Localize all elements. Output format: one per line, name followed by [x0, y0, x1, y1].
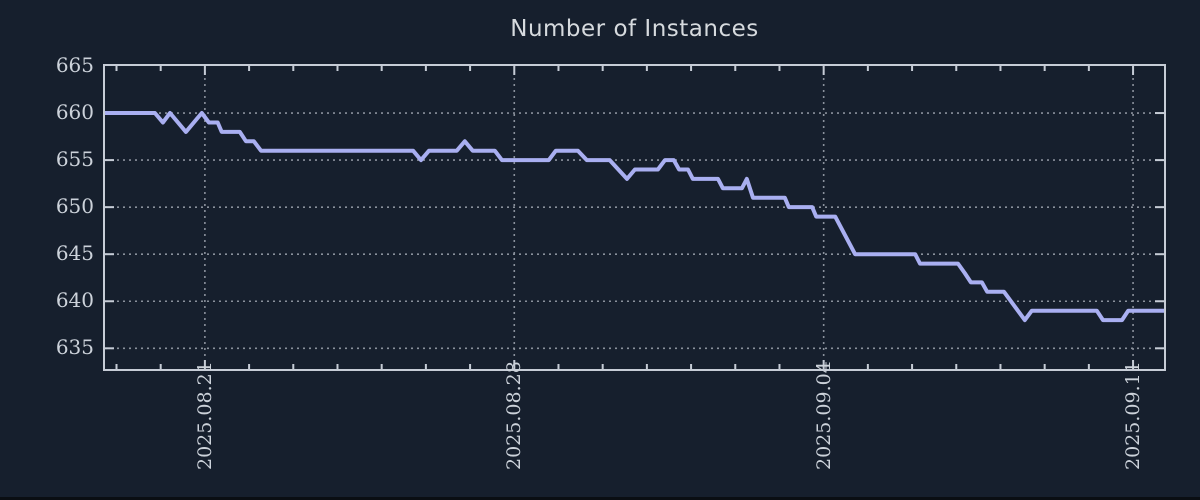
- y-tick-label-655: 655: [55, 147, 94, 172]
- y-tick-label-645: 645: [55, 241, 94, 266]
- x-tick-label-2025.09.04: 2025.09.04: [812, 361, 835, 470]
- x-tick-label-2025.09.11: 2025.09.11: [1122, 361, 1145, 470]
- chart-title: Number of Instances: [510, 16, 759, 42]
- plot-area: [103, 64, 1166, 371]
- y-tick-label-660: 660: [55, 100, 94, 125]
- y-tick-label-635: 635: [55, 335, 94, 360]
- window-bottom-edge: [0, 497, 1200, 500]
- y-tick-label-650: 650: [55, 194, 94, 219]
- x-tick-label-2025.08.21: 2025.08.21: [193, 361, 216, 470]
- x-tick-label-2025.08.28: 2025.08.28: [503, 361, 526, 470]
- y-tick-label-640: 640: [55, 288, 94, 313]
- plot-canvas: [105, 66, 1164, 369]
- series-line-instances: [105, 111, 1164, 323]
- y-tick-label-665: 665: [55, 53, 94, 77]
